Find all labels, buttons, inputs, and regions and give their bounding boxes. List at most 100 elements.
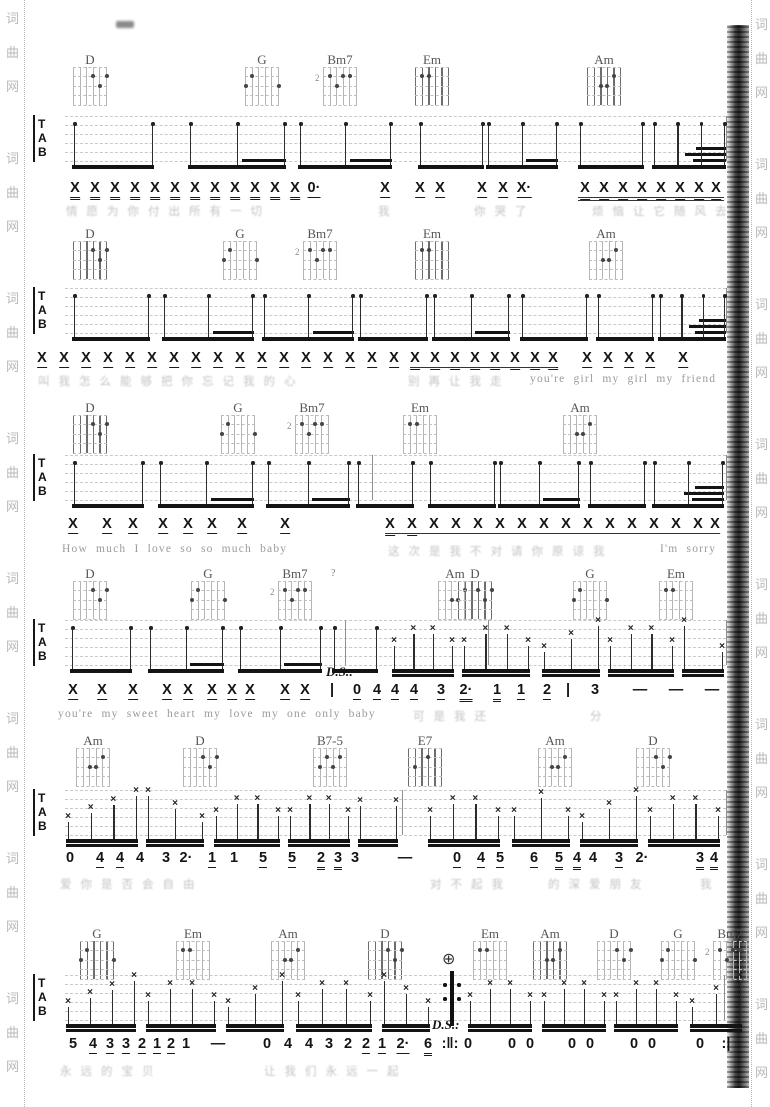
diagram-fret-line bbox=[589, 250, 623, 252]
beam-bar bbox=[238, 669, 322, 673]
group-underline bbox=[578, 200, 724, 201]
beam-bar bbox=[162, 337, 254, 341]
diagram-fret-line bbox=[73, 618, 107, 620]
tab-staff-line bbox=[65, 993, 726, 994]
rhythm-token: 4 bbox=[390, 682, 400, 700]
finger-dot bbox=[613, 248, 618, 253]
rhythm-token: 0 bbox=[586, 1036, 594, 1052]
x-notehead: × bbox=[254, 793, 261, 804]
token-underline bbox=[410, 369, 420, 370]
watermark-char: 曲 bbox=[6, 605, 20, 620]
tab-clef-letter: A bbox=[38, 303, 47, 317]
diagram-fret-line bbox=[221, 415, 255, 416]
rhythm-token: X bbox=[473, 516, 483, 534]
note-stem bbox=[528, 646, 530, 669]
fret-number-label: 2 bbox=[295, 247, 300, 257]
diagram-fret-line bbox=[271, 959, 305, 961]
token-underline bbox=[459, 701, 473, 702]
rhythm-token: X bbox=[301, 350, 311, 368]
diagram-fret-line bbox=[458, 581, 492, 582]
notehead-dot bbox=[263, 294, 267, 298]
finger-dot bbox=[319, 422, 324, 427]
token-underline bbox=[637, 199, 647, 200]
diagram-fret-line bbox=[587, 85, 621, 87]
finger-dot bbox=[321, 248, 326, 253]
note-stem bbox=[452, 646, 454, 669]
lyric-text: 分 bbox=[590, 711, 611, 723]
chord-label: Am bbox=[540, 926, 560, 941]
note-stem bbox=[430, 463, 432, 504]
diagram-fret-line bbox=[271, 950, 305, 952]
tab-clef-letter: T bbox=[38, 289, 46, 303]
diagram-fret-line bbox=[636, 766, 670, 768]
note-stem bbox=[630, 634, 633, 669]
diagram-fret-line bbox=[295, 415, 329, 416]
diagram-fret-line bbox=[223, 250, 257, 252]
rhythm-token: 4 bbox=[372, 682, 382, 700]
note-stem bbox=[360, 806, 362, 839]
beam-bar bbox=[262, 337, 354, 341]
notehead-dot bbox=[189, 122, 193, 126]
diagram-fret-line bbox=[303, 269, 337, 271]
rhythm-token-text: 0 bbox=[567, 1036, 577, 1052]
beam-bar bbox=[72, 337, 150, 341]
x-notehead: × bbox=[425, 996, 431, 1007]
note-stem bbox=[298, 1001, 300, 1024]
token-underline bbox=[121, 1053, 131, 1054]
notehead-dot bbox=[499, 461, 503, 465]
token-underline bbox=[59, 367, 69, 368]
token-underline bbox=[170, 199, 180, 200]
rhythm-token: X bbox=[245, 682, 255, 700]
beam-bar-second bbox=[358, 844, 398, 847]
tab-clef-letter: A bbox=[38, 990, 47, 1004]
x-notehead: × bbox=[653, 978, 659, 989]
beam-bar bbox=[542, 1024, 606, 1028]
rhythm-token-text: X bbox=[582, 350, 592, 366]
rhythm-token-text: 4 bbox=[709, 850, 719, 866]
rhythm-token-text: X bbox=[711, 180, 721, 196]
diagram-fret-line bbox=[183, 785, 217, 787]
tab-staff-line bbox=[65, 134, 726, 135]
beam-bar bbox=[266, 504, 350, 508]
diagram-fret-line bbox=[278, 581, 312, 582]
diagram-fret-line bbox=[323, 95, 357, 97]
token-underline bbox=[147, 367, 157, 368]
diagram-fret-line bbox=[76, 757, 110, 759]
diagram-fret-line bbox=[313, 748, 347, 749]
notehead-dot bbox=[723, 122, 727, 126]
token-underline bbox=[385, 535, 395, 536]
note-stem bbox=[348, 816, 350, 839]
diagram-fret-line bbox=[73, 590, 107, 592]
notehead-dot bbox=[73, 122, 77, 126]
tab-clef-bracket bbox=[33, 619, 35, 666]
chord-label: D bbox=[85, 52, 95, 67]
rhythm-token-text: 3 bbox=[161, 850, 171, 866]
token-underline bbox=[492, 701, 502, 702]
rhythm-token-text: X bbox=[675, 180, 685, 196]
repeat-barline bbox=[450, 971, 454, 1026]
tab-staff-line bbox=[65, 665, 726, 666]
note-stem bbox=[142, 463, 144, 504]
rhythm-token: 0 bbox=[696, 1036, 704, 1052]
rhythm-token-text: 1 bbox=[152, 1036, 162, 1052]
notehead-dot bbox=[267, 461, 271, 465]
token-underline bbox=[352, 699, 362, 700]
watermark-char: 网 bbox=[755, 645, 769, 660]
finger-dot bbox=[87, 764, 92, 769]
rhythm-token-text: 2 bbox=[542, 682, 552, 698]
diagram-fret-line bbox=[415, 259, 449, 261]
finger-dot bbox=[276, 83, 281, 88]
measure-barline bbox=[726, 455, 727, 500]
rhythm-token-text: X bbox=[380, 180, 390, 196]
token-underline bbox=[548, 369, 558, 370]
x-notehead: × bbox=[343, 978, 349, 989]
diagram-fret-line bbox=[223, 259, 257, 261]
notehead-dot bbox=[680, 294, 684, 298]
x-notehead: × bbox=[633, 785, 639, 796]
beam-bar bbox=[578, 165, 644, 169]
note-stem bbox=[322, 989, 324, 1024]
rhythm-token-text: X bbox=[257, 350, 267, 366]
chord-label: Am bbox=[596, 226, 616, 241]
x-notehead: × bbox=[133, 785, 139, 796]
rhythm-token: X bbox=[207, 516, 217, 534]
